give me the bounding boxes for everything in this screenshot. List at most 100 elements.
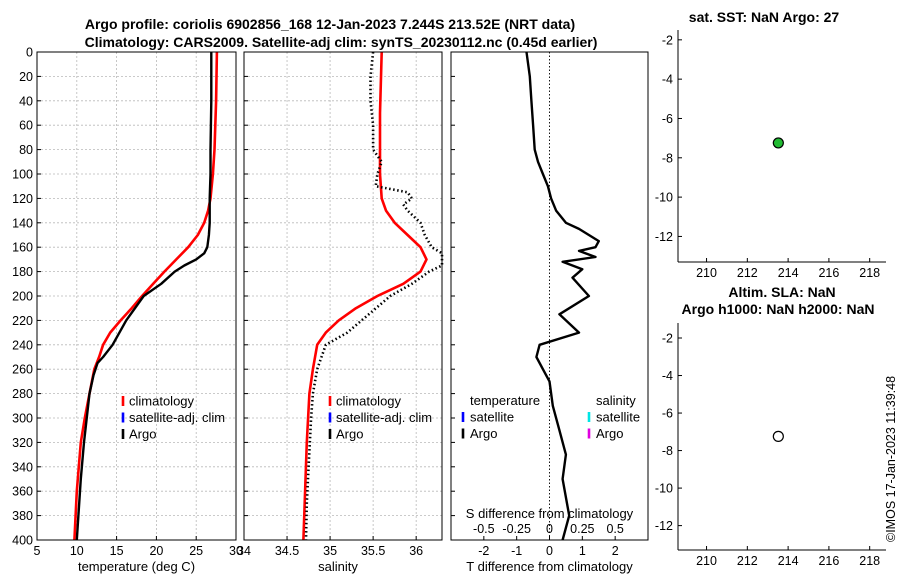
temperature-legend-label: satellite-adj. clim: [129, 410, 225, 425]
sla_map-xtick-label: 210: [696, 554, 717, 568]
sst_map-xtick-label: 210: [696, 266, 717, 280]
depth-tick-label: 380: [12, 509, 33, 523]
sla_map-title-line1: Altim. SLA: NaN: [728, 284, 835, 300]
temperature-panel: 5 10 15 20 25 30 temperature (deg C) 0 20 40 60 80 1…: [12, 46, 243, 575]
sla_map-ytick-label: -6: [662, 407, 673, 421]
depth-tick-label: 80: [19, 143, 33, 157]
depth-tick-label: 200: [12, 290, 33, 304]
temperature-xtick-label: 25: [189, 544, 203, 558]
figure-title-line1: Argo profile: coriolis 6902856_168 12-Ja…: [85, 16, 575, 32]
temperature-xlabel: temperature (deg C): [78, 559, 195, 574]
diff-s-tick-label: 0.25: [570, 522, 594, 536]
temperature-legend-label: climatology: [129, 394, 195, 409]
sst_map-ytick-label: -4: [662, 73, 673, 87]
diff-s-axis-label: S difference from climatology: [466, 506, 634, 521]
diff-legend-temperature-label: Argo: [470, 426, 497, 441]
depth-tick-label: 60: [19, 119, 33, 133]
salinity-xtick-label: 35: [323, 544, 337, 558]
depth-tick-label: 300: [12, 412, 33, 426]
difference-panel: -2 -1 0 1 2T difference from climatology temp…: [450, 51, 649, 574]
sst_map-ytick-label: -8: [662, 151, 673, 165]
temperature-xtick-label: 30: [229, 544, 243, 558]
depth-tick-label: 160: [12, 241, 33, 255]
diff-legend-salinity-label: Argo: [596, 426, 623, 441]
depth-tick-label: 0: [26, 46, 33, 60]
sst_map-ytick-label: -2: [662, 33, 673, 47]
sst_map-xtick-label: 212: [737, 266, 758, 280]
salinity-xtick-label: 36: [409, 544, 423, 558]
depth-tick-label: 140: [12, 216, 33, 230]
sla_map-ytick-label: -10: [655, 482, 673, 496]
depth-tick-label: 20: [19, 70, 33, 84]
temperature-series-argo: [75, 52, 213, 541]
depth-tick-label: 40: [19, 94, 33, 108]
sst_map-title: sat. SST: NaN Argo: 27: [689, 9, 840, 25]
diff-s-tick-label: 0.5: [606, 522, 623, 536]
depth-tick-label: 360: [12, 485, 33, 499]
diff-legend-salinity-title: salinity: [596, 393, 636, 408]
difference-xlabel: T difference from climatology: [466, 559, 633, 574]
temperature-xtick-label: 15: [110, 544, 124, 558]
depth-tick-label: 260: [12, 363, 33, 377]
temperature-xtick-label: 5: [34, 544, 41, 558]
depth-tick-label: 100: [12, 168, 33, 182]
sla_map-xtick-label: 212: [737, 554, 758, 568]
sla_map-ytick-label: -2: [662, 332, 673, 346]
sla_map-xtick-label: 218: [859, 554, 880, 568]
depth-tick-label: 220: [12, 314, 33, 328]
salinity-series-argo: [304, 51, 444, 541]
depth-tick-label: 280: [12, 387, 33, 401]
sst_map-xtick-label: 218: [859, 266, 880, 280]
difference-series-t-difference-argo: [525, 51, 600, 541]
sst_map-ytick-label: -6: [662, 112, 673, 126]
figure-title-line2: Climatology: CARS2009. Satellite-adj cli…: [85, 34, 598, 50]
depth-tick-label: 400: [12, 534, 33, 548]
diff-s-tick-label: -0.5: [473, 522, 495, 536]
sla_map-title-line2: Argo h1000: NaN h2000: NaN: [682, 301, 875, 317]
salinity-panel: 34 34.5 35 35.5 36 salinity climatologysatelli…: [237, 51, 444, 574]
difference-xtick-label: 2: [612, 544, 619, 558]
difference-xtick-label: -1: [511, 544, 522, 558]
salinity-series-climatology: [302, 51, 428, 541]
sst_map-xtick-label: 214: [778, 266, 799, 280]
temperature-xtick-label: 20: [149, 544, 163, 558]
depth-tick-label: 320: [12, 436, 33, 450]
salinity-xtick-label: 34: [237, 544, 251, 558]
salinity-legend-label: climatology: [336, 394, 402, 409]
depth-tick-label: 240: [12, 338, 33, 352]
sst_map-panel: sat. SST: NaN Argo: 27 -2 -4 -6 -8 -10 -12 210 2…: [655, 9, 886, 280]
sst_map-ytick-label: -12: [655, 230, 673, 244]
difference-axes-frame: [450, 51, 649, 541]
salinity-xlabel: salinity: [318, 559, 358, 574]
diff-legend-salinity-label: satellite: [596, 410, 640, 425]
difference-xtick-label: 0: [546, 544, 553, 558]
sla_map-xtick-label: 216: [818, 554, 839, 568]
depth-tick-label: 180: [12, 265, 33, 279]
salinity-legend-label: satellite-adj. clim: [336, 410, 432, 425]
sst_map-ytick-label: -10: [655, 191, 673, 205]
difference-xtick-label: 1: [579, 544, 586, 558]
sst_map-xtick-label: 216: [818, 266, 839, 280]
temperature-xtick-label: 10: [70, 544, 84, 558]
sla_map-ytick-label: -12: [655, 519, 673, 533]
sla_map-ytick-label: -8: [662, 444, 673, 458]
salinity-xtick-label: 35.5: [361, 544, 385, 558]
diff-legend-temperature-label: satellite: [470, 410, 514, 425]
sla_map-xtick-label: 214: [778, 554, 799, 568]
depth-tick-label: 340: [12, 460, 33, 474]
sla_map-ytick-label: -4: [662, 369, 673, 383]
diff-legend-temperature-title: temperature: [470, 393, 540, 408]
depth-tick-label: 120: [12, 192, 33, 206]
salinity-legend-label: Argo: [336, 427, 363, 442]
sst_map-argo-point: [772, 137, 784, 149]
imos-timestamp: ©IMOS 17-Jan-2023 11:39:48: [884, 376, 898, 542]
diff-s-tick-label: 0: [546, 522, 553, 536]
temperature-legend-label: Argo: [129, 427, 156, 442]
diff-s-tick-label: -0.25: [502, 522, 531, 536]
sla_map-argo-point: [772, 430, 784, 442]
salinity-xtick-label: 34.5: [275, 544, 299, 558]
difference-xtick-label: -2: [478, 544, 489, 558]
